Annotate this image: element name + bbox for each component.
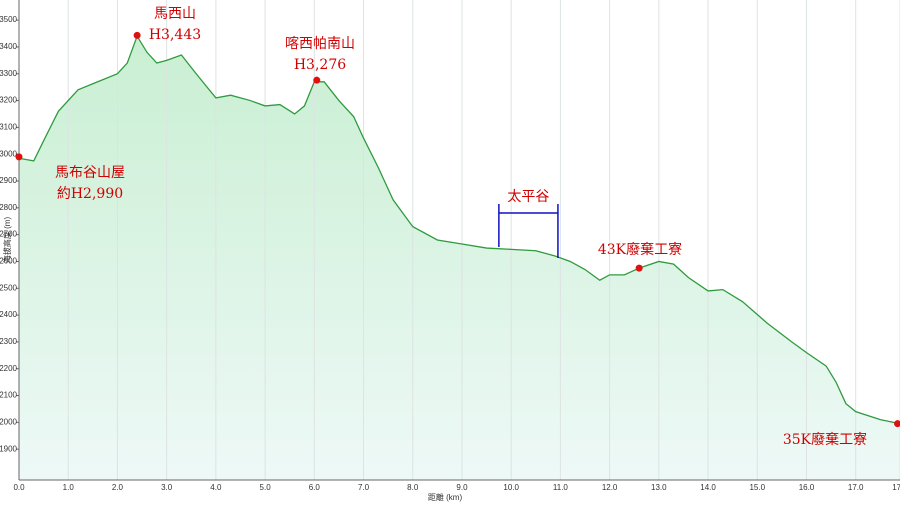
y-tick-label: 3100: [0, 122, 18, 131]
x-tick-label: 9.0: [456, 483, 468, 492]
x-tick-label: 4.0: [210, 483, 222, 492]
y-tick-label: 2100: [0, 391, 18, 400]
annotation-text: 喀西帕南山: [285, 36, 355, 52]
y-tick-label: 2400: [0, 310, 18, 319]
x-tick-label: 2.0: [112, 483, 124, 492]
x-tick-label: 3.0: [161, 483, 173, 492]
y-tick-label: 3500: [0, 15, 18, 24]
area-fill: [19, 36, 900, 481]
y-tick-label: 3300: [0, 69, 18, 78]
annotation-text: 35K廢棄工寮: [783, 431, 867, 448]
y-tick-label: 2700: [0, 230, 18, 239]
x-tick-label: 6.0: [309, 483, 321, 492]
y-tick-label: 1900: [0, 444, 18, 453]
y-axis-title: 海拔高度 (m): [2, 217, 12, 264]
annotation-text: 43K廢棄工寮: [598, 241, 682, 258]
y-tick-label: 2000: [0, 417, 18, 426]
y-tick-label: 3200: [0, 96, 18, 105]
x-tick-label: 13.0: [651, 483, 667, 492]
x-tick-label: 11.0: [553, 483, 569, 492]
x-tick-label: 8.0: [407, 483, 419, 492]
annotation-text: H3,443: [149, 27, 201, 43]
x-tick-label: 5.0: [260, 483, 272, 492]
x-tick-label: 16.0: [799, 483, 815, 492]
x-tick-label: 0.0: [13, 483, 25, 492]
x-tick-label: 1.0: [63, 483, 75, 492]
peak-marker: [15, 153, 23, 161]
annotation-text: 馬西山: [154, 6, 196, 22]
x-tick-label: 10.0: [503, 483, 519, 492]
x-tick-label: 17.0: [848, 483, 864, 492]
y-tick-label: 2600: [0, 257, 18, 266]
y-tick-label: 2200: [0, 364, 18, 373]
peak-marker: [133, 31, 141, 39]
x-tick-label: 7.0: [358, 483, 370, 492]
peak-marker: [635, 264, 643, 272]
x-tick-label: 14.0: [700, 483, 716, 492]
x-tick-label: 12.0: [602, 483, 618, 492]
annotation-text: H3,276: [294, 57, 346, 73]
peak-marker: [894, 420, 900, 428]
x-axis-title: 距離 (km): [428, 492, 463, 502]
y-tick-label: 3000: [0, 149, 18, 158]
elevation-line: [18, 34, 900, 425]
annotation-text: 馬布谷山屋: [55, 165, 125, 181]
range-label: 太平谷: [507, 189, 549, 205]
annotation-text: 約H2,990: [57, 186, 123, 202]
y-tick-label: 3400: [0, 42, 18, 51]
peak-marker: [313, 76, 321, 84]
x-tick-label: 17.9: [892, 483, 900, 492]
x-tick-label: 15.0: [749, 483, 765, 492]
y-tick-label: 2300: [0, 337, 18, 346]
y-tick-label: 2900: [0, 176, 18, 185]
y-tick-label: 2500: [0, 283, 18, 292]
y-tick-label: 2800: [0, 203, 18, 212]
